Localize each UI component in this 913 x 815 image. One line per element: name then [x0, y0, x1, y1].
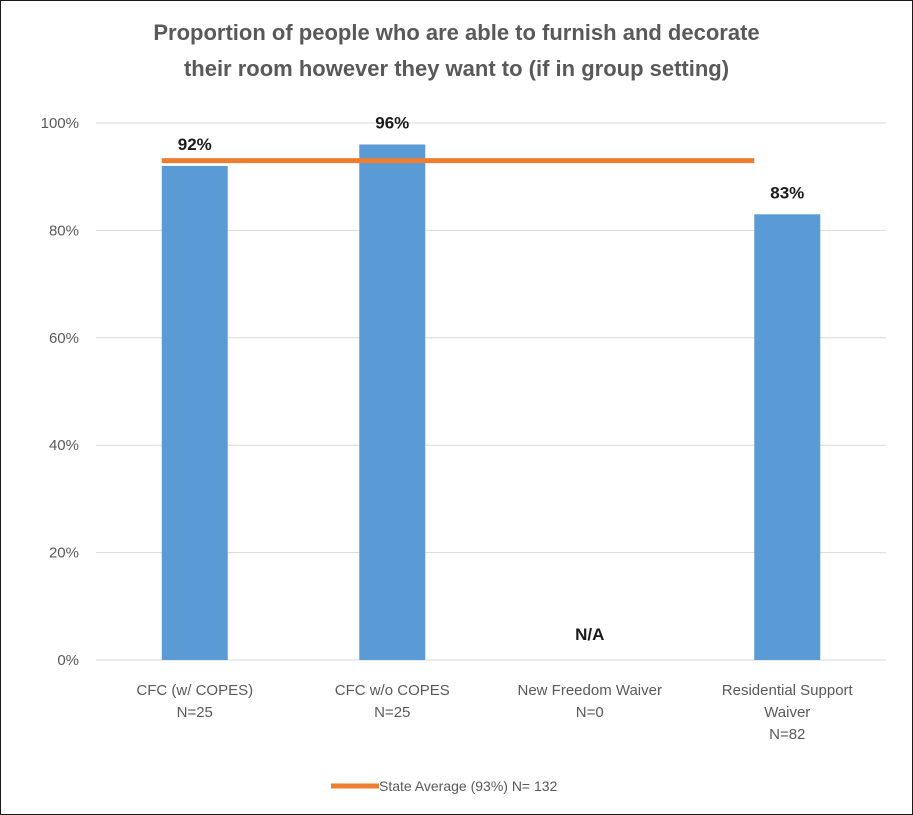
y-tick-label: 0%: [57, 652, 79, 669]
x-category-label: N=25: [177, 704, 213, 721]
x-axis-categories: CFC (w/ COPES) N=25 CFC w/o COPES N=25 New F…: [136, 682, 853, 743]
x-category-label: N=25: [374, 704, 410, 721]
data-label: 92%: [178, 135, 212, 154]
data-labels: 92% 96% N/A 83%: [178, 113, 805, 644]
data-label: N/A: [575, 625, 604, 644]
x-category-label: CFC (w/ COPES): [136, 682, 253, 699]
y-tick-label: 60%: [49, 330, 79, 347]
legend: State Average (93%) N= 132: [331, 778, 558, 794]
chart-title-line-1: Proportion of people who are able to fur…: [153, 20, 760, 45]
x-category-label: Waiver: [764, 704, 810, 721]
y-tick-label: 40%: [49, 437, 79, 454]
y-tick-label: 20%: [49, 545, 79, 562]
x-category-label: N=82: [769, 726, 805, 743]
x-category-label: N=0: [576, 704, 604, 721]
y-axis-ticks: 0% 20% 40% 60% 80% 100%: [41, 115, 79, 669]
y-tick-label: 80%: [49, 222, 79, 239]
data-label: 96%: [375, 113, 409, 132]
x-category-label: New Freedom Waiver: [518, 682, 662, 699]
chart-title-line-2: their room however they want to (if in g…: [183, 56, 730, 81]
x-category-label: CFC w/o COPES: [335, 682, 450, 699]
y-tick-label: 100%: [41, 115, 79, 132]
x-category-label: Residential Support: [722, 682, 854, 699]
bar: [754, 214, 821, 661]
legend-label: State Average (93%) N= 132: [379, 778, 558, 794]
bar: [161, 165, 228, 660]
bar: [359, 144, 426, 661]
data-label: 83%: [770, 183, 804, 202]
bars: [161, 144, 821, 661]
